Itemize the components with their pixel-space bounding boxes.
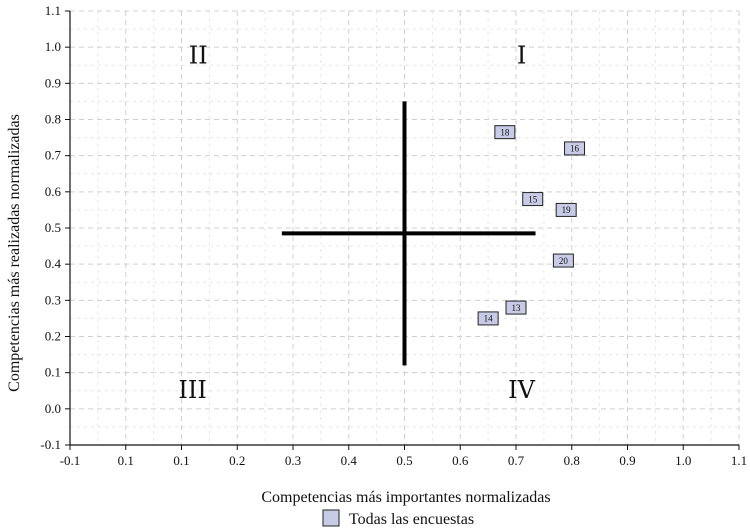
x-tick-label: 0.1	[173, 453, 189, 468]
x-tick-label: 0.8	[564, 453, 580, 468]
quadrant-label: II	[189, 41, 208, 69]
x-axis-label: Competencias más importantes normalizada…	[261, 489, 550, 506]
y-tick-label: 0.4	[45, 256, 62, 271]
y-tick-label: 0.7	[45, 148, 62, 163]
y-tick-label: -0.1	[40, 437, 61, 452]
data-point: 13	[505, 300, 527, 315]
x-tick-label: 0.9	[619, 453, 635, 468]
data-points: 18 16 15 19 20 13 14	[477, 125, 586, 326]
quadrant-label: III	[178, 376, 206, 404]
x-tick-label: 0.4	[341, 453, 358, 468]
y-tick-label: 0.9	[45, 75, 61, 90]
x-tick-label: 1.0	[675, 453, 691, 468]
data-point-marker	[477, 311, 499, 326]
data-point-label: 19	[562, 205, 572, 215]
y-tick-label: 0.6	[45, 184, 62, 199]
x-tick-label: 0.7	[508, 453, 525, 468]
data-point-marker	[552, 253, 574, 268]
data-point: 16	[564, 141, 586, 156]
data-point-label: 13	[512, 303, 522, 313]
data-point-marker	[494, 125, 516, 140]
y-tick-label: 0.1	[45, 365, 61, 380]
axes: -0.1 0.1 0.1 0.2 0.3 0.4 0.5 0.6 0.7 0.8 0.9 1.0 1.1…	[40, 3, 747, 468]
data-point-marker	[505, 300, 527, 315]
quadrant-label: I	[517, 41, 526, 69]
y-tick-label: 1.1	[45, 3, 61, 18]
y-axis-label: Competencias más realizadas normalizadas	[6, 114, 23, 392]
x-tick-label: -0.1	[60, 453, 81, 468]
data-point: 19	[555, 202, 577, 217]
legend: Todas las encuestas	[322, 509, 474, 528]
data-point-marker	[522, 192, 544, 207]
data-point-marker	[564, 141, 586, 156]
x-tick-label: 1.1	[731, 453, 747, 468]
y-tick-label: 0.8	[45, 112, 61, 127]
legend-label: Todas las encuestas	[349, 511, 474, 528]
x-tick-label: 0.3	[285, 453, 301, 468]
y-tick-label: 0.0	[45, 401, 61, 416]
y-tick-label: 1.0	[45, 39, 61, 54]
grid	[69, 10, 740, 446]
data-point-marker	[555, 202, 577, 217]
data-point-label: 15	[528, 194, 538, 204]
data-point-label: 14	[484, 314, 494, 324]
y-tick-label: 0.5	[45, 220, 61, 235]
y-tick-label: 0.2	[45, 329, 61, 344]
data-point: 20	[552, 253, 574, 268]
data-point: 14	[477, 311, 499, 326]
legend-swatch	[322, 509, 340, 527]
y-tick-label: 0.3	[45, 292, 61, 307]
data-point: 15	[522, 192, 544, 207]
data-point-label: 18	[500, 127, 510, 137]
data-point: 18	[494, 125, 516, 140]
data-point-label: 16	[570, 144, 580, 154]
x-tick-label: 0.2	[229, 453, 245, 468]
quadrant-label: IV	[508, 376, 535, 404]
x-tick-label: 0.6	[452, 453, 469, 468]
data-point-label: 20	[559, 256, 569, 266]
quadrant-cross	[281, 101, 536, 366]
x-tick-label: 0.5	[396, 453, 412, 468]
x-tick-label: 0.1	[118, 453, 134, 468]
